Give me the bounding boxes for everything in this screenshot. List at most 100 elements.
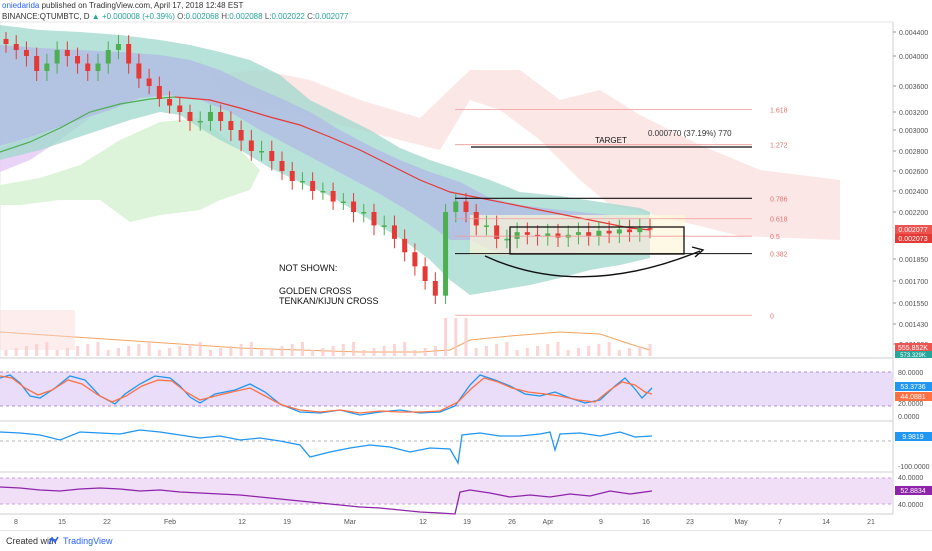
volume-bar bbox=[127, 346, 131, 356]
time-tick-label: 8 bbox=[14, 519, 18, 526]
candle-body bbox=[207, 112, 213, 121]
price-tick-label: 0.001850 bbox=[899, 257, 928, 264]
volume-bar bbox=[352, 342, 356, 356]
stoch-k-line bbox=[0, 374, 653, 416]
volume-bar bbox=[331, 346, 335, 356]
publish-text: published on TradingView.com, April 17, … bbox=[41, 1, 244, 10]
price-tick-label: 0.004400 bbox=[899, 30, 928, 37]
time-tick-label: 16 bbox=[642, 519, 650, 526]
tradingview-brand-link[interactable]: TradingView bbox=[63, 536, 113, 546]
fib-level-label: 1.618 bbox=[770, 107, 788, 114]
symbol-label[interactable]: BINANCE:QTUMBTC, D bbox=[2, 12, 90, 21]
ma-green-line bbox=[0, 96, 176, 153]
author-link[interactable]: oniedarida bbox=[2, 1, 40, 10]
candle-body bbox=[13, 44, 19, 50]
high-value: 0.002088 bbox=[229, 12, 263, 21]
price-axis[interactable]: 0.004400 0.004000 0.003600 0.003200 0.003000… bbox=[893, 30, 928, 349]
volume-bar bbox=[587, 346, 591, 356]
time-tick-label: 12 bbox=[238, 519, 246, 526]
ichimoku-cloud-bullish bbox=[0, 118, 260, 222]
volume-bar bbox=[14, 348, 18, 356]
volume-bar bbox=[566, 350, 570, 356]
price-tick-label: 0.002800 bbox=[899, 149, 928, 156]
not-shown-label: NOT SHOWN: bbox=[279, 263, 337, 273]
candle-body bbox=[637, 228, 643, 233]
publish-line: oniedarida published on TradingView.com,… bbox=[2, 0, 348, 11]
stoch-d-value: 44.0881 bbox=[900, 394, 925, 401]
volume-bar bbox=[403, 342, 407, 356]
candle-body bbox=[228, 121, 234, 130]
created-with-text: Created with bbox=[6, 536, 57, 546]
bid-price-badge bbox=[895, 234, 932, 243]
price-tick-label: 0.002400 bbox=[899, 189, 928, 196]
candle-body bbox=[64, 50, 70, 56]
volume-bar bbox=[4, 350, 8, 356]
volume-ma-text: 573.329K bbox=[900, 353, 926, 359]
stoch-axis-0: 0.0000 bbox=[898, 414, 920, 421]
volume-bar bbox=[362, 350, 366, 356]
candle-body bbox=[627, 229, 633, 233]
volume-bar bbox=[76, 346, 80, 356]
candle-body bbox=[248, 140, 254, 151]
open-value: 0.002068 bbox=[185, 12, 219, 21]
footer-bar: Created with TradingView bbox=[0, 530, 932, 551]
volume-text: 555.852K bbox=[898, 345, 928, 352]
candle-body bbox=[126, 44, 132, 64]
rsi-badge bbox=[895, 486, 932, 495]
candle-body bbox=[156, 86, 162, 99]
candle-body bbox=[44, 63, 50, 71]
volume-bars bbox=[4, 318, 652, 356]
stoch-d-badge bbox=[895, 392, 932, 401]
time-tick-label: 26 bbox=[508, 519, 516, 526]
volume-bar bbox=[382, 346, 386, 356]
high-label: H: bbox=[221, 12, 230, 21]
price-tick-label: 0.001430 bbox=[899, 322, 928, 329]
candle-body bbox=[504, 238, 510, 241]
candle-body bbox=[616, 229, 622, 234]
candle-body bbox=[299, 181, 305, 183]
candle-body bbox=[177, 105, 183, 112]
volume-ma-badge bbox=[895, 351, 932, 358]
time-tick-label: 19 bbox=[283, 519, 291, 526]
open-label: O: bbox=[177, 12, 186, 21]
curved-arrow[interactable] bbox=[484, 250, 701, 278]
candle-body bbox=[218, 112, 224, 121]
time-tick-label: 19 bbox=[463, 519, 471, 526]
volume-bar bbox=[198, 342, 202, 356]
volume-bar bbox=[137, 344, 141, 356]
range-box[interactable] bbox=[509, 226, 685, 255]
measure-label: 0.000770 (37.19%) 770 bbox=[648, 129, 732, 138]
volume-bar bbox=[321, 348, 325, 356]
volume-bar bbox=[444, 318, 448, 356]
rsi-line bbox=[0, 486, 653, 515]
candle-body bbox=[330, 191, 336, 202]
candle-body bbox=[545, 233, 551, 237]
candle-body bbox=[596, 230, 602, 237]
rsi-value: 52.8834 bbox=[900, 488, 925, 495]
candle-body bbox=[402, 238, 408, 253]
candle-body bbox=[75, 56, 81, 64]
time-axis[interactable]: 8 15 22 Feb 12 19 Mar 12 19 26 Apr 9 16 23 May 7 14 21 bbox=[14, 519, 875, 526]
ind2-value: 9.9819 bbox=[902, 434, 924, 441]
candle-body bbox=[187, 112, 193, 121]
price-tick-label: 0.004000 bbox=[899, 54, 928, 61]
volume-bar bbox=[208, 350, 212, 356]
price-tick-label: 0.002600 bbox=[899, 169, 928, 176]
time-tick-label: Mar bbox=[344, 519, 357, 526]
volume-bar bbox=[617, 350, 621, 356]
volume-bar bbox=[648, 344, 652, 356]
time-tick-label: 9 bbox=[599, 519, 603, 526]
stoch-k-badge bbox=[895, 382, 932, 391]
candle-body bbox=[85, 63, 91, 71]
ind2-badge bbox=[895, 432, 932, 441]
arrow-head-icon bbox=[691, 246, 705, 258]
time-tick-label: Feb bbox=[164, 519, 176, 526]
ma-red-line bbox=[174, 96, 651, 231]
close-label: C: bbox=[307, 12, 316, 21]
chart-canvas[interactable]: 1.618 1.272 0.786 0.618 0.5 0.382 0 TARGET 0.0… bbox=[0, 0, 932, 530]
up-arrow-icon: ▲ bbox=[91, 12, 100, 21]
price-tick-label: 0.003000 bbox=[899, 128, 928, 135]
consolidation-zone bbox=[470, 215, 685, 255]
candle-body bbox=[259, 151, 265, 153]
volume-bar bbox=[607, 342, 611, 356]
